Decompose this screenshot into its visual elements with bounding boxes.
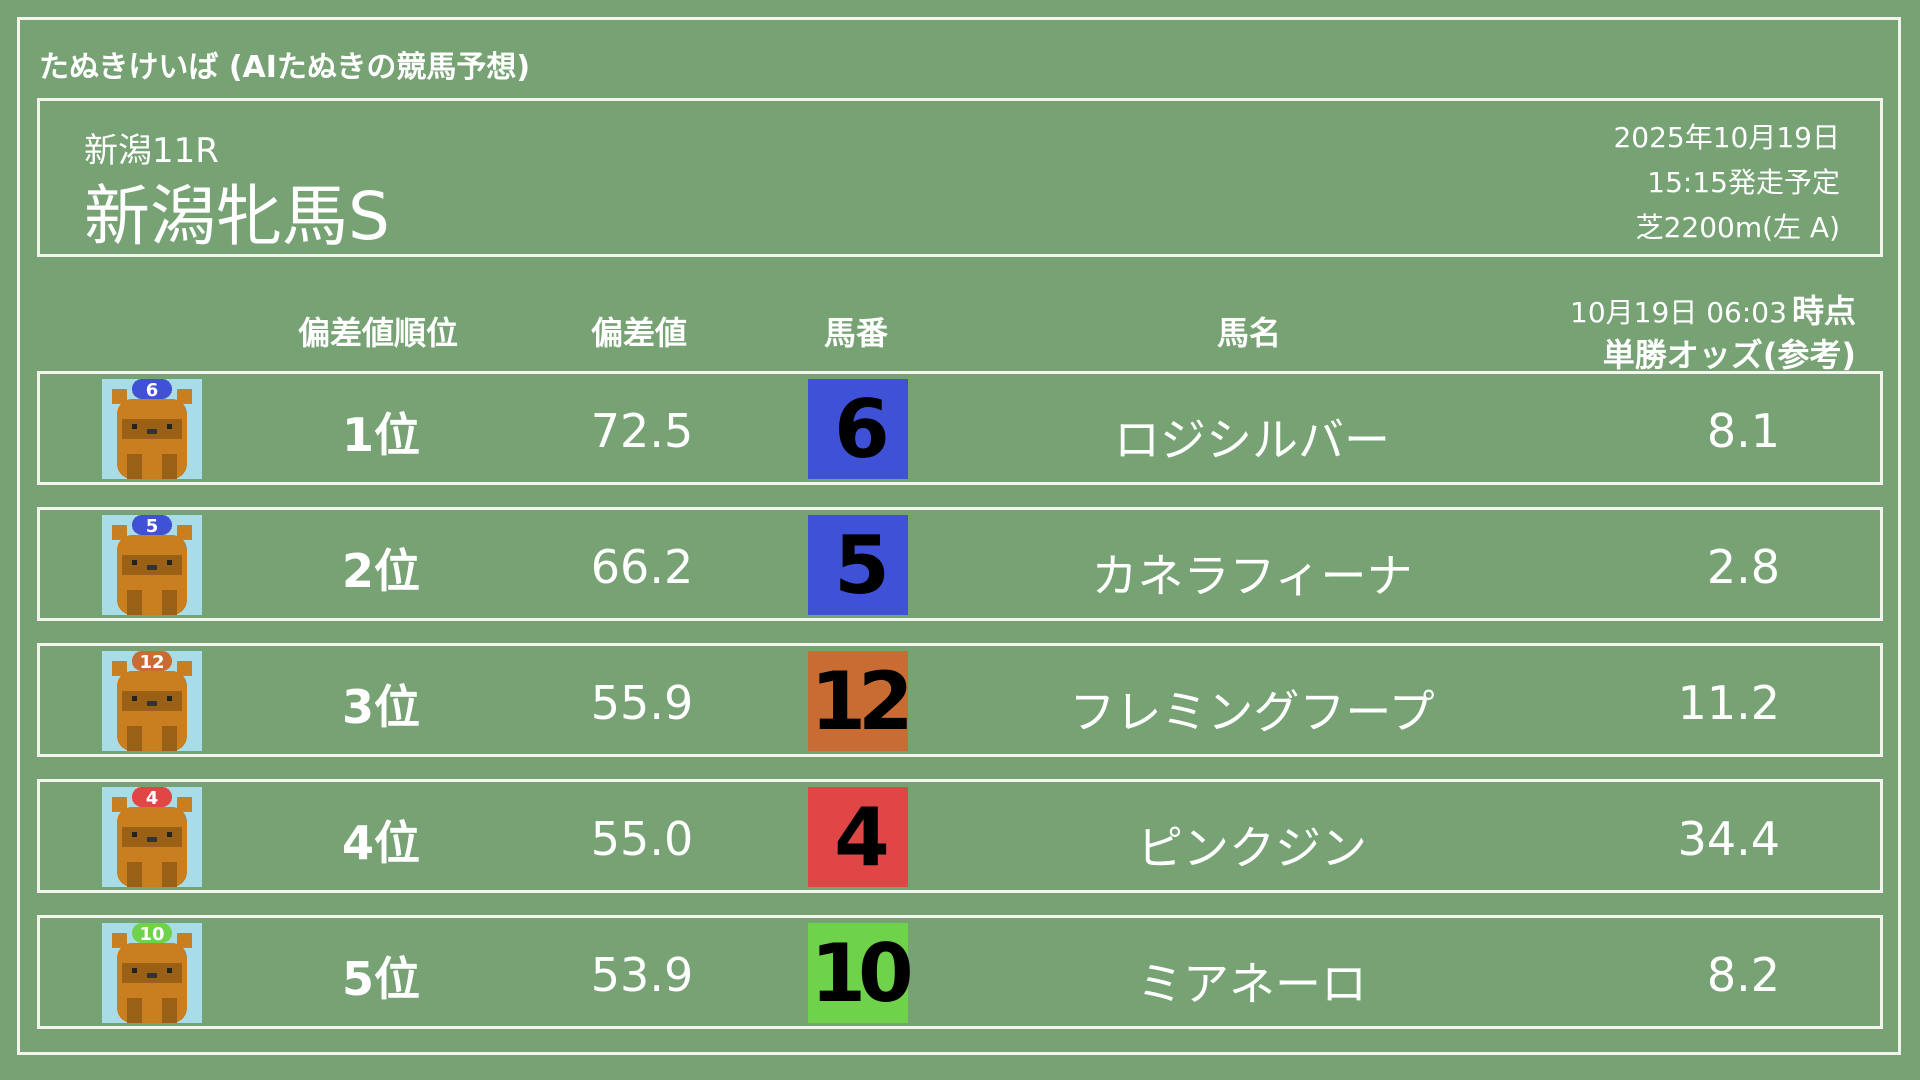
horse-name: フレミングフープ bbox=[1069, 685, 1435, 739]
score: 53.9 bbox=[590, 948, 694, 1002]
horse-number: 4 bbox=[808, 787, 908, 887]
odds-time-suffix: 時点 bbox=[1791, 292, 1856, 330]
prediction-row: 5 2位 66.2 5 カネラフィーナ 2.8 bbox=[37, 507, 1883, 621]
board-frame bbox=[17, 17, 1901, 1055]
race-date: 2025年10月19日 bbox=[1613, 121, 1840, 154]
horse-number: 6 bbox=[808, 379, 908, 479]
horse-number: 5 bbox=[808, 515, 908, 615]
horse-name: ミアネーロ bbox=[1137, 957, 1367, 1011]
horse-number: 10 bbox=[808, 923, 914, 1023]
rank: 1位 bbox=[341, 408, 421, 462]
tanuki-jockey-icon: 6 bbox=[102, 379, 202, 479]
tanuki-jockey-icon: 4 bbox=[102, 787, 202, 887]
score: 55.0 bbox=[590, 812, 694, 866]
prediction-row: 4 4位 55.0 4 ピンクジン 34.4 bbox=[37, 779, 1883, 893]
horse-name: ロジシルバー bbox=[1114, 413, 1390, 467]
prediction-row: 6 1位 72.5 6 ロジシルバー 8.1 bbox=[37, 371, 1883, 485]
rank: 2位 bbox=[341, 544, 421, 598]
cap-number: 4 bbox=[146, 788, 159, 809]
odds: 11.2 bbox=[1677, 676, 1780, 730]
tanuki-jockey-icon: 10 bbox=[102, 923, 202, 1023]
cap-number: 12 bbox=[139, 652, 164, 673]
race-course: 芝2200m(左 A) bbox=[1635, 211, 1840, 244]
cap-number: 6 bbox=[146, 380, 159, 401]
horse-name: カネラフィーナ bbox=[1091, 549, 1413, 603]
app-title: たぬきけいば (AIたぬきの競馬予想) bbox=[39, 50, 531, 85]
tanuki-jockey-icon: 12 bbox=[102, 651, 202, 751]
horse-name: ピンクジン bbox=[1137, 821, 1367, 875]
race-start: 15:15発走予定 bbox=[1647, 166, 1840, 199]
odds-label: 単勝オッズ(参考) bbox=[1602, 336, 1856, 374]
race-meta: 2025年10月19日 15:15発走予定 芝2200m(左 A) bbox=[1613, 115, 1840, 250]
rank: 3位 bbox=[341, 680, 421, 734]
score: 66.2 bbox=[590, 540, 694, 594]
col-horse-name: 馬名 bbox=[1216, 314, 1282, 352]
race-header: 新潟11R 新潟牝馬S 2025年10月19日 15:15発走予定 芝2200m… bbox=[37, 98, 1883, 257]
odds: 8.1 bbox=[1706, 404, 1780, 458]
col-rank: 偏差値順位 bbox=[297, 314, 459, 352]
race-number: 新潟11R bbox=[84, 131, 219, 171]
odds: 34.4 bbox=[1677, 812, 1780, 866]
prediction-row: 12 3位 55.9 12 フレミングフープ 11.2 bbox=[37, 643, 1883, 757]
col-score: 偏差値 bbox=[590, 314, 688, 352]
race-name: 新潟牝馬S bbox=[84, 178, 390, 255]
col-horse-no: 馬番 bbox=[823, 314, 889, 352]
rank: 4位 bbox=[341, 816, 421, 870]
odds: 2.8 bbox=[1706, 540, 1780, 594]
tanuki-jockey-icon: 5 bbox=[102, 515, 202, 615]
odds-time: 10月19日 06:03 bbox=[1570, 296, 1787, 329]
prediction-row: 10 5位 53.9 10 ミアネーロ 8.2 bbox=[37, 915, 1883, 1029]
rank: 5位 bbox=[341, 952, 421, 1006]
odds: 8.2 bbox=[1706, 948, 1780, 1002]
horse-number: 12 bbox=[808, 651, 914, 751]
cap-number: 5 bbox=[146, 516, 159, 537]
score: 55.9 bbox=[590, 676, 694, 730]
cap-number: 10 bbox=[139, 924, 164, 945]
score: 72.5 bbox=[590, 404, 694, 458]
col-odds: 10月19日 06:03 時点 単勝オッズ(参考) bbox=[1570, 292, 1856, 380]
